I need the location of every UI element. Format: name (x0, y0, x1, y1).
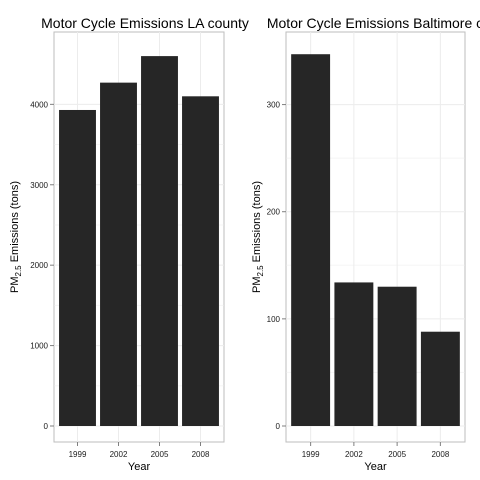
x-tick-label: 2008 (431, 450, 449, 459)
y-tick-label: 100 (267, 315, 281, 324)
bar-2005 (377, 286, 417, 426)
x-tick-label: 2002 (345, 450, 363, 459)
y-tick-label: 300 (267, 101, 281, 110)
y-tick-label: 4000 (30, 100, 48, 109)
x-tick-label: 2005 (151, 450, 169, 459)
bar-1999 (291, 54, 331, 426)
bar-2008 (420, 331, 460, 426)
y-tick-label: 3000 (30, 181, 48, 190)
x-axis-title: Year (364, 461, 387, 473)
y-tick-label: 0 (276, 422, 281, 431)
x-axis-title: Year (128, 461, 151, 473)
chart-title: Motor Cycle Emissions LA county (41, 15, 249, 31)
y-tick-label: 2000 (30, 261, 48, 270)
bar-2008 (182, 96, 219, 427)
x-tick-label: 2002 (110, 450, 128, 459)
panel-la-county: 0 1000 2000 3000 4000 1999 2002 2005 2008 Motor C… (9, 15, 249, 473)
panel-baltimore-city: 0 100 200 300 1999 2002 2005 2008 Motor Cycle Em… (251, 15, 480, 473)
y-tick-label: 0 (44, 422, 49, 431)
bar-2002 (100, 82, 137, 427)
x-tick-label: 2008 (192, 450, 210, 459)
bar-1999 (59, 109, 96, 427)
y-axis-title: PM2.5 Emissions (tons) (9, 181, 23, 293)
x-tick-label: 1999 (302, 450, 320, 459)
y-tick-label: 200 (267, 208, 281, 217)
x-tick-label: 2005 (388, 450, 406, 459)
y-tick-label: 1000 (30, 342, 48, 351)
x-tick-label: 1999 (69, 450, 87, 459)
bar-2005 (141, 56, 178, 427)
bar-2002 (334, 282, 374, 426)
y-axis-title: PM2.5 Emissions (tons) (251, 181, 265, 293)
chart-title: Motor Cycle Emissions Baltimore city (267, 15, 480, 31)
